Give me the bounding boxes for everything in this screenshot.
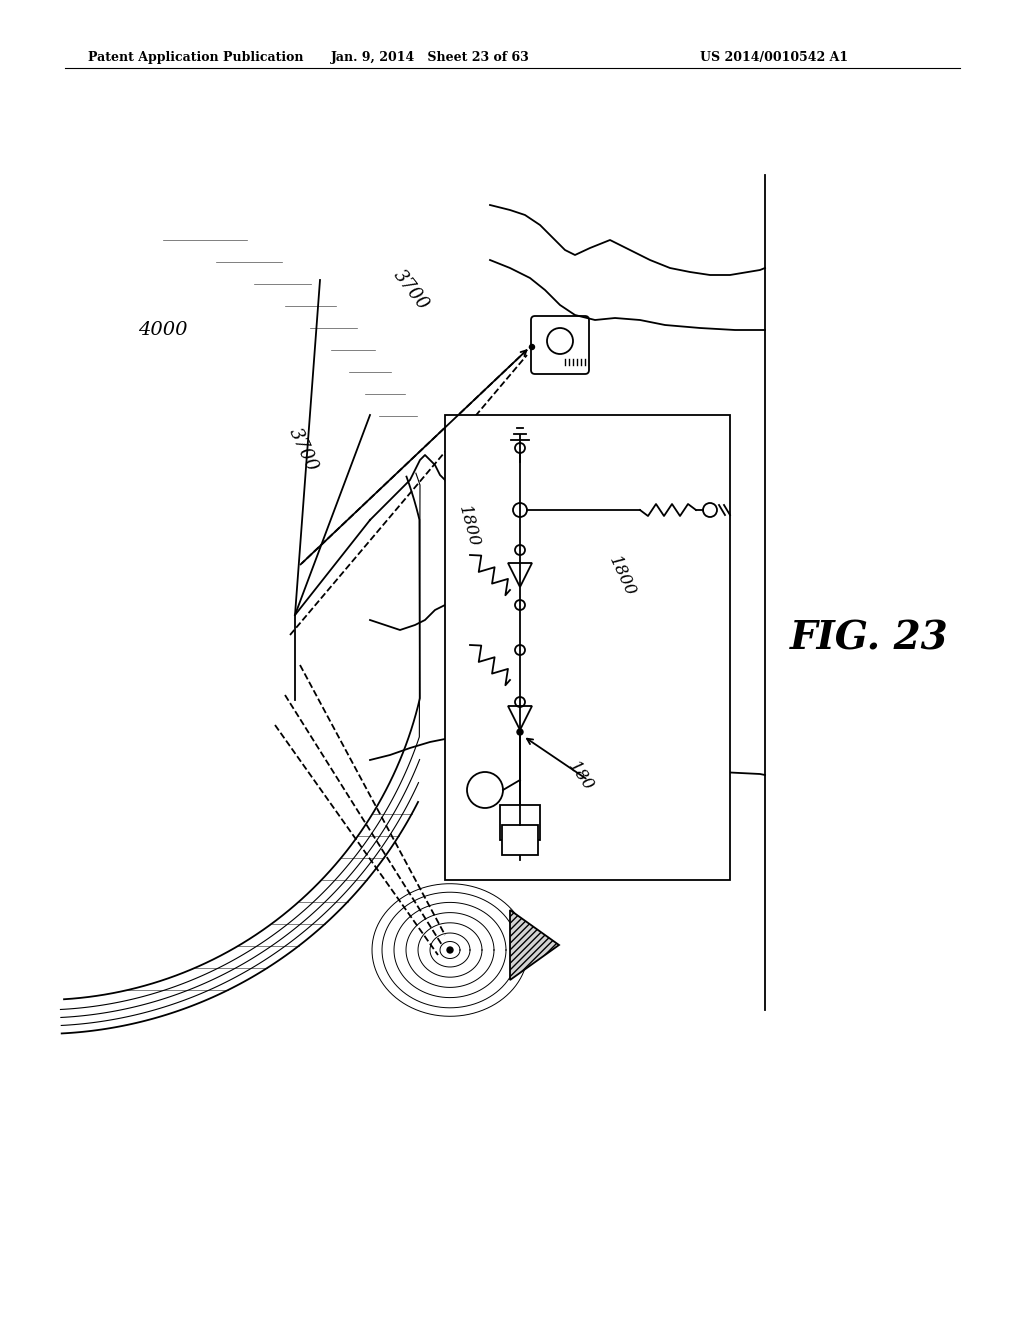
Text: US 2014/0010542 A1: US 2014/0010542 A1: [700, 50, 848, 63]
Bar: [500, 805, 540, 840]
Text: Jan. 9, 2014   Sheet 23 of 63: Jan. 9, 2014 Sheet 23 of 63: [331, 50, 529, 63]
Bar: [445, 414, 730, 880]
Text: 3700: 3700: [285, 425, 321, 474]
Text: 1800: 1800: [605, 553, 638, 599]
Text: 1800: 1800: [455, 503, 482, 549]
FancyBboxPatch shape: [531, 315, 589, 374]
Bar: [502, 825, 538, 855]
Circle shape: [529, 345, 535, 350]
Text: 4000: 4000: [138, 321, 187, 339]
Text: 180: 180: [565, 758, 597, 795]
Text: Patent Application Publication: Patent Application Publication: [88, 50, 303, 63]
Polygon shape: [510, 909, 559, 979]
Text: 3700: 3700: [390, 267, 432, 314]
Text: FIG. 23: FIG. 23: [790, 620, 948, 657]
Circle shape: [517, 729, 523, 735]
Circle shape: [447, 946, 453, 953]
